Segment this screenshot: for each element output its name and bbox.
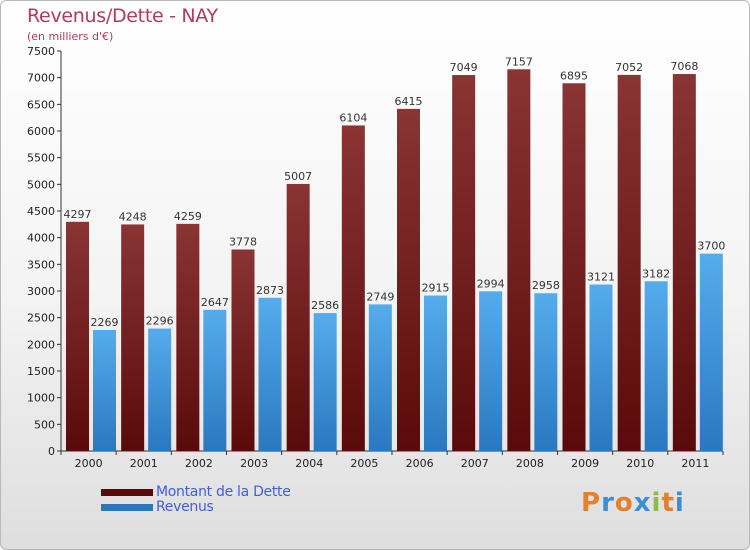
x-tick-label: 2004	[295, 457, 323, 470]
bar-revenus	[258, 297, 282, 451]
data-label-revenus: 2269	[91, 316, 119, 329]
bar-revenus	[479, 291, 503, 451]
y-tick-label: 7500	[27, 45, 55, 58]
y-tick-label: 3500	[27, 258, 55, 271]
y-tick-label: 4000	[27, 232, 55, 245]
data-label-revenus: 2994	[477, 277, 505, 290]
x-tick-label: 2006	[406, 457, 434, 470]
data-label-dette: 3778	[229, 236, 257, 249]
y-tick-label: 6500	[27, 98, 55, 111]
y-tick-label: 2000	[27, 338, 55, 351]
bar-revenus	[644, 281, 668, 451]
data-label-dette: 6895	[560, 69, 588, 82]
data-label-dette: 7052	[615, 61, 643, 74]
data-label-dette: 6415	[395, 95, 423, 108]
bar-revenus	[313, 313, 337, 451]
y-tick-label: 5000	[27, 178, 55, 191]
data-label-revenus: 3182	[642, 267, 670, 280]
y-tick-label: 7000	[27, 72, 55, 85]
bar-dette	[507, 69, 531, 451]
data-label-dette: 7068	[670, 60, 698, 73]
x-tick-label: 2005	[350, 457, 378, 470]
y-tick-label: 4500	[27, 205, 55, 218]
brand-letter: t	[661, 488, 675, 518]
brand-logo: Proxiti	[581, 488, 685, 518]
x-tick-label: 2001	[130, 457, 158, 470]
brand-letter: i	[674, 488, 685, 518]
legend-swatch-revenus	[101, 504, 153, 511]
data-label-dette: 7157	[505, 55, 533, 68]
brand-letter: P	[581, 488, 602, 518]
data-labels: 4297 2269 4248 2296 4259 2647 3778 2873 5007 2586…	[64, 55, 726, 329]
legend-swatch-dette	[101, 489, 153, 496]
brand-letter: i	[651, 488, 662, 518]
y-tick-label: 6000	[27, 125, 55, 138]
y-tick-label: 5500	[27, 152, 55, 165]
bar-dette	[452, 75, 476, 451]
data-label-revenus: 2647	[201, 296, 229, 309]
brand-letter: o	[614, 488, 634, 518]
data-label-revenus: 2915	[422, 282, 450, 295]
y-tick-label: 1000	[27, 392, 55, 405]
data-label-revenus: 2749	[366, 290, 394, 303]
y-tick-label: 2500	[27, 312, 55, 325]
bar-revenus	[368, 304, 392, 451]
bar-dette	[672, 74, 696, 451]
bar-dette	[562, 83, 586, 452]
data-label-revenus: 2586	[311, 299, 339, 312]
brand-letter: x	[633, 488, 652, 518]
y-tick-label: 500	[34, 418, 55, 431]
bar-dette	[341, 125, 365, 451]
chart-title: Revenus/Dette - NAY	[27, 5, 218, 27]
bar-dette	[66, 221, 89, 451]
axes: 0 500 1000 1500 2000 2500 3000 3500 4000 4500 5000…	[27, 45, 724, 470]
brand-letter: r	[601, 488, 615, 518]
data-label-dette: 5007	[284, 170, 312, 183]
x-tick-label: 2002	[185, 457, 213, 470]
data-label-revenus: 3121	[587, 271, 615, 284]
x-tick-label: 2010	[626, 457, 654, 470]
data-label-dette: 4297	[64, 208, 92, 221]
bar-revenus	[534, 293, 558, 451]
x-tick-label: 2000	[75, 457, 103, 470]
x-tick-label: 2003	[240, 457, 268, 470]
legend-label-revenus: Revenus	[156, 499, 214, 515]
y-tick-label: 1500	[27, 365, 55, 378]
data-label-dette: 7049	[450, 61, 478, 74]
data-label-revenus: 2873	[256, 284, 284, 297]
chart-subtitle: (en milliers d'€)	[27, 30, 114, 43]
data-label-dette: 6104	[339, 111, 367, 124]
data-label-revenus: 3700	[697, 240, 725, 253]
x-tick-label: 2009	[571, 457, 599, 470]
bar-revenus	[424, 295, 447, 451]
bar-dette	[397, 108, 420, 451]
data-label-revenus: 2958	[532, 279, 560, 292]
x-tick-label: 2011	[681, 457, 709, 470]
bar-dette	[617, 74, 641, 451]
x-tick-label: 2007	[461, 457, 489, 470]
x-tick-label: 2008	[516, 457, 544, 470]
bar-revenus	[148, 328, 172, 451]
y-tick-label: 0	[48, 445, 55, 458]
bar-dette	[121, 224, 145, 451]
bars	[66, 69, 723, 452]
bar-dette	[176, 223, 200, 451]
y-tick-label: 3000	[27, 285, 55, 298]
bar-revenus	[93, 329, 116, 451]
data-label-dette: 4259	[174, 210, 202, 223]
bar-revenus	[203, 309, 227, 451]
data-label-revenus: 2296	[146, 315, 174, 328]
bar-revenus	[589, 284, 613, 451]
bar-dette	[231, 249, 255, 451]
bar-dette	[286, 183, 310, 451]
bar-revenus	[699, 253, 723, 451]
legend-label-dette: Montant de la Dette	[156, 484, 291, 500]
data-label-dette: 4248	[119, 210, 147, 223]
